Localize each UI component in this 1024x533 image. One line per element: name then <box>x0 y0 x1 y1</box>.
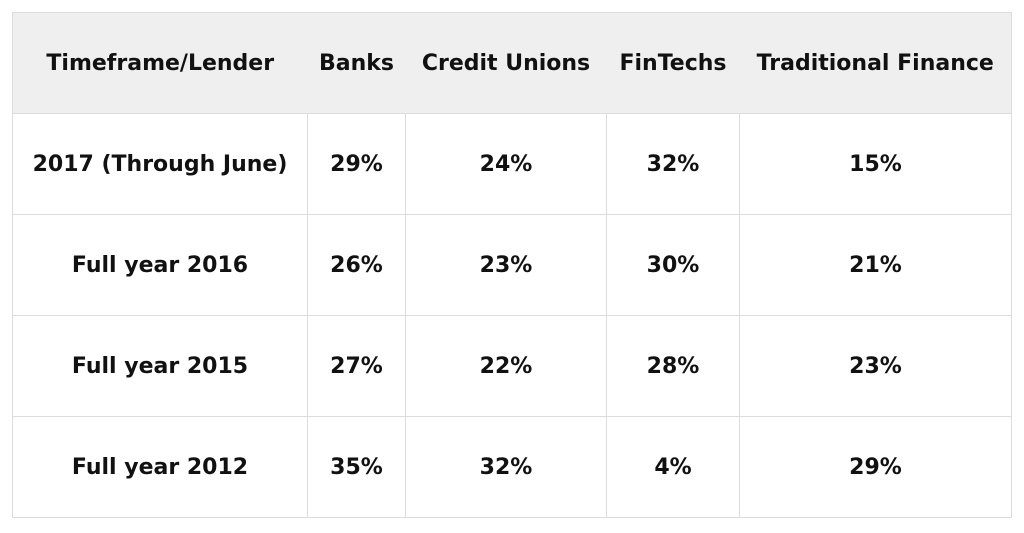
table-cell: 29% <box>307 113 406 215</box>
table-cell: 28% <box>606 315 740 417</box>
table-cell: 29% <box>739 416 1012 518</box>
row-label: Full year 2012 <box>12 416 308 518</box>
row-label: Full year 2015 <box>12 315 308 417</box>
header-cell: Traditional Finance <box>739 12 1012 114</box>
table-cell: 26% <box>307 214 406 316</box>
table-cell: 4% <box>606 416 740 518</box>
table-cell: 30% <box>606 214 740 316</box>
table-body: 2017 (Through June) 29% 24% 32% 15% Full year… <box>12 113 1012 518</box>
table-row: 2017 (Through June) 29% 24% 32% 15% <box>12 113 1012 215</box>
table-row: Full year 2015 27% 22% 28% 23% <box>12 315 1012 417</box>
table-cell: 22% <box>405 315 607 417</box>
table-cell: 35% <box>307 416 406 518</box>
table-cell: 23% <box>405 214 607 316</box>
header-cell: Timeframe/Lender <box>12 12 308 114</box>
table-cell: 32% <box>405 416 607 518</box>
table-header: Timeframe/Lender Banks Credit Unions FinTec… <box>12 12 1012 114</box>
table-row: Full year 2016 26% 23% 30% 21% <box>12 214 1012 316</box>
row-label: 2017 (Through June) <box>12 113 308 215</box>
header-row: Timeframe/Lender Banks Credit Unions FinTec… <box>12 12 1012 114</box>
table-cell: 21% <box>739 214 1012 316</box>
table-cell: 24% <box>405 113 607 215</box>
header-cell: Credit Unions <box>405 12 607 114</box>
table-cell: 23% <box>739 315 1012 417</box>
table-cell: 15% <box>739 113 1012 215</box>
table-row: Full year 2012 35% 32% 4% 29% <box>12 416 1012 518</box>
header-cell: Banks <box>307 12 406 114</box>
data-table: Timeframe/Lender Banks Credit Unions FinTec… <box>12 12 1012 518</box>
table-cell: 27% <box>307 315 406 417</box>
table-cell: 32% <box>606 113 740 215</box>
header-cell: FinTechs <box>606 12 740 114</box>
row-label: Full year 2016 <box>12 214 308 316</box>
